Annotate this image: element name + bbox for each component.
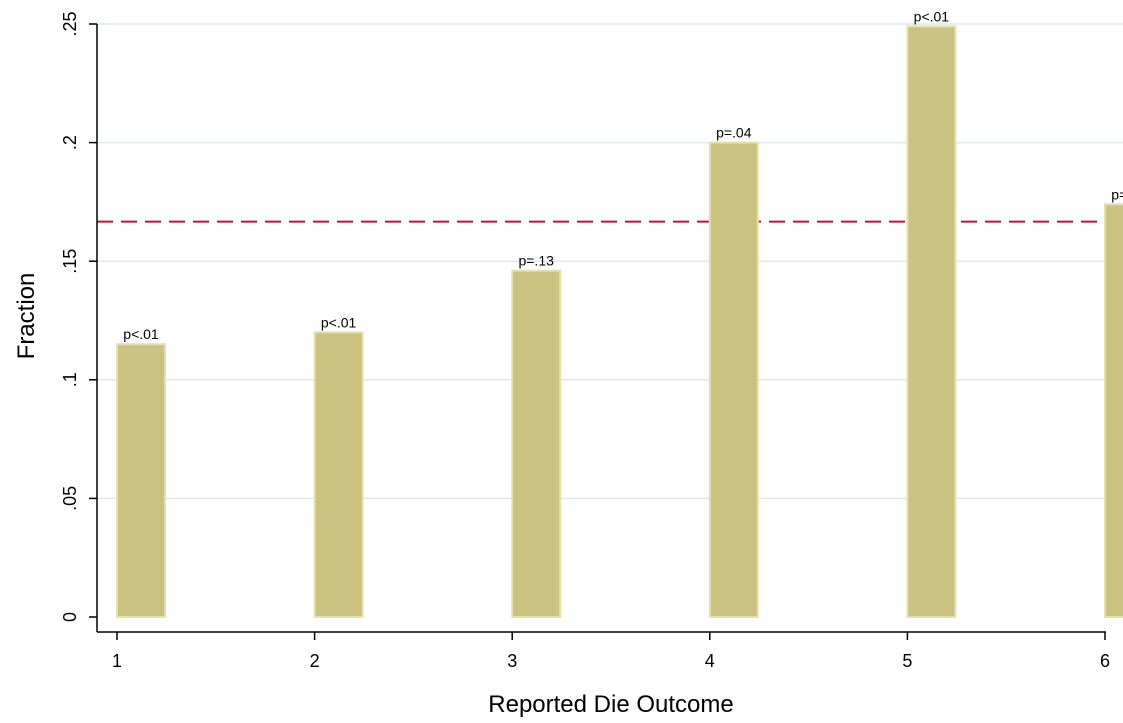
bar-4 [708,141,759,618]
x-ticks: 1 2 3 4 5 6 [112,632,1110,671]
y-tick-label: .1 [60,372,80,387]
bar-5 [906,25,957,618]
x-tick-label: 5 [902,651,912,671]
x-tick-label: 4 [705,651,715,671]
bar-label-2: p<.01 [321,314,357,330]
bar-label-4: p=.04 [716,125,752,141]
gridlines [97,23,1123,500]
y-ticks: 0 .05 .1 .15 .2 .25 [60,11,97,622]
bar-6 [1104,203,1123,618]
bar-label-3: p=.13 [518,253,554,269]
bar-label-5: p<.01 [914,8,950,24]
x-tick-label: 3 [507,651,517,671]
bars [116,25,1123,618]
y-tick-label: 0 [60,612,80,622]
y-axis-title: Fraction [13,273,40,360]
bar-2 [313,331,364,618]
bar-labels: p<.01 p<.01 p=.13 p=.04 p<.01 p=.38 [123,8,1123,342]
y-tick-label: .15 [60,249,80,274]
y-tick-label: .25 [60,11,80,36]
bar-label-6: p=.38 [1111,186,1123,202]
bar-3 [511,269,562,618]
y-tick-label: .2 [60,135,80,150]
x-tick-label: 2 [310,651,320,671]
x-axis-title: Reported Die Outcome [488,691,733,718]
x-tick-label: 6 [1100,651,1110,671]
x-tick-label: 1 [112,651,122,671]
bar-1 [116,343,166,618]
bar-label-1: p<.01 [123,326,159,342]
axes [96,24,1106,633]
y-tick-label: .05 [60,486,80,511]
